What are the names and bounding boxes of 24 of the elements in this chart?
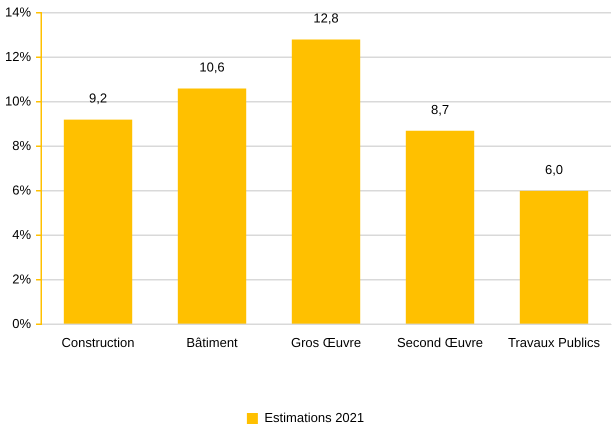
y-tick-label: 10% bbox=[4, 93, 32, 108]
bar bbox=[520, 190, 588, 324]
x-tick-label: Travaux Publics bbox=[508, 334, 600, 350]
x-tick-label: Second Œuvre bbox=[397, 334, 484, 350]
y-tick-label: 2% bbox=[12, 271, 32, 286]
y-tick-label: 8% bbox=[12, 138, 32, 153]
data-label: 8,7 bbox=[430, 102, 450, 117]
legend-label: Estimations 2021 bbox=[264, 410, 364, 426]
x-tick-label: Gros Œuvre bbox=[290, 334, 362, 350]
y-tick-label: 12% bbox=[4, 48, 32, 64]
data-label: 12,8 bbox=[313, 10, 339, 26]
x-tick-label: Bâtiment bbox=[186, 334, 238, 350]
y-tick-label: 4% bbox=[12, 226, 32, 242]
y-tick-label: 6% bbox=[12, 182, 32, 198]
bar bbox=[178, 88, 246, 324]
bar bbox=[406, 130, 474, 324]
y-tick-label: 14% bbox=[4, 4, 32, 20]
bar bbox=[64, 120, 132, 324]
data-label: 9,2 bbox=[88, 90, 108, 106]
y-tick-label: 0% bbox=[12, 316, 32, 331]
data-label: 6,0 bbox=[544, 162, 564, 177]
bar bbox=[292, 40, 360, 324]
x-tick-label: Construction bbox=[62, 334, 135, 350]
data-label: 10,6 bbox=[199, 60, 225, 75]
